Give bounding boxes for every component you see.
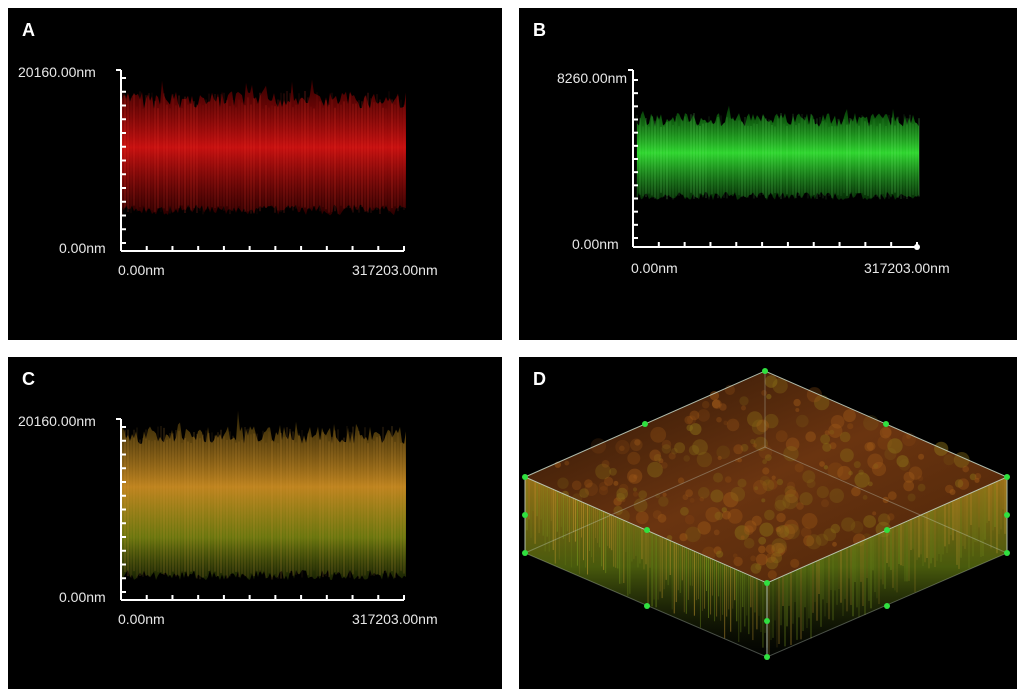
- panel-label: D: [533, 369, 546, 389]
- x-min-label: 0.00nm: [631, 260, 678, 276]
- y-min-label: 0.00nm: [59, 589, 106, 605]
- surface-3d-render: [522, 368, 1010, 660]
- y-max-label: 20160.00nm: [18, 64, 96, 80]
- x-ticks: [120, 595, 405, 600]
- panel-d: D: [519, 357, 1017, 689]
- x-max-label: 317203.00nm: [864, 260, 950, 276]
- y-ticks: [121, 426, 126, 593]
- profile-plot-red: [116, 69, 406, 252]
- panel-label: A: [22, 20, 35, 40]
- y-min-label: 0.00nm: [59, 240, 106, 256]
- y-ticks: [121, 77, 126, 244]
- sample-side-right: [767, 477, 1007, 657]
- box-markers: [522, 368, 1010, 660]
- profile-plot-green: [628, 69, 920, 250]
- x-ticks: [632, 242, 918, 247]
- x-min-label: 0.00nm: [118, 262, 165, 278]
- panel-label: C: [22, 369, 35, 389]
- sample-side-left: [525, 477, 767, 657]
- panel-a: A 20160.00nm 0.00nm 0.00nm 317203.00nm: [8, 8, 502, 340]
- x-max-label: 317203.00nm: [352, 262, 438, 278]
- y-max-label: 8260.00nm: [557, 70, 628, 86]
- side-streaks: [524, 477, 1008, 657]
- x-min-label: 0.00nm: [118, 611, 165, 627]
- profile-plot-merged: [116, 410, 406, 601]
- surface-texture: [554, 375, 982, 580]
- panel-label: B: [533, 20, 546, 40]
- y-ticks: [633, 79, 638, 239]
- x-ticks: [120, 246, 405, 251]
- y-max-label: 20160.00nm: [18, 413, 96, 429]
- signal-band: [636, 105, 920, 201]
- signal-band: [121, 79, 406, 216]
- panel-c: C 20160.00nm 0.00nm 0.00nm 317203.00nm: [8, 357, 502, 689]
- panel-b: B 8260.00nm 0.00nm 0.00nm 317203.00nm: [519, 8, 1017, 340]
- x-max-label: 317203.00nm: [352, 611, 438, 627]
- y-min-label: 0.00nm: [572, 236, 619, 252]
- signal-band: [121, 410, 406, 581]
